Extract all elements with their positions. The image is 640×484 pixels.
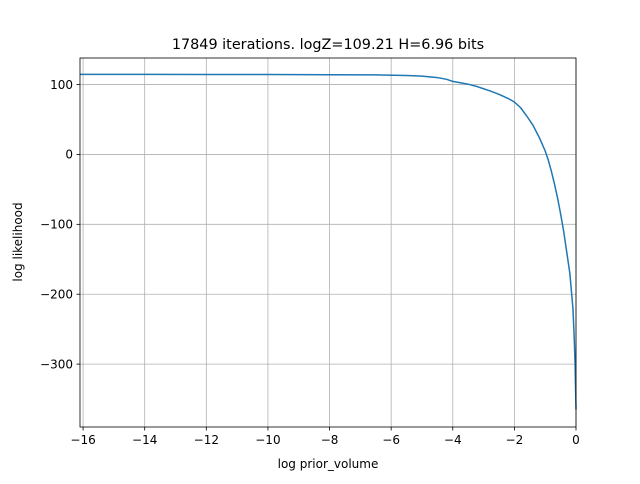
x-axis-label: log prior_volume bbox=[278, 457, 379, 471]
series-line bbox=[80, 73, 577, 410]
x-tick-label: −10 bbox=[255, 433, 280, 447]
x-tick-label: −8 bbox=[321, 433, 339, 447]
grid bbox=[80, 58, 577, 427]
x-axis-ticks: −16 −14 −12 −10 −8 −6 −4 −2 0 bbox=[70, 427, 580, 447]
x-tick-label: −12 bbox=[194, 433, 219, 447]
series-layer bbox=[80, 73, 577, 410]
y-tick-label: 0 bbox=[65, 148, 73, 162]
y-tick-label: −300 bbox=[40, 357, 73, 371]
x-tick-label: −4 bbox=[444, 433, 462, 447]
plot-frame bbox=[79, 57, 577, 428]
x-tick-label: −6 bbox=[382, 433, 400, 447]
y-tick-label: −100 bbox=[40, 218, 73, 232]
chart-title: 17849 iterations. logZ=109.21 H=6.96 bit… bbox=[172, 37, 484, 53]
y-tick-label: 100 bbox=[50, 78, 73, 92]
y-tick-label: −200 bbox=[40, 288, 73, 302]
x-tick-label: 0 bbox=[572, 433, 580, 447]
y-axis-label: log likelihood bbox=[11, 202, 25, 281]
y-axis-ticks: 100 0 −100 −200 −300 bbox=[40, 78, 80, 371]
x-tick-label: −2 bbox=[506, 433, 524, 447]
x-tick-label: −16 bbox=[70, 433, 95, 447]
x-tick-label: −14 bbox=[132, 433, 157, 447]
